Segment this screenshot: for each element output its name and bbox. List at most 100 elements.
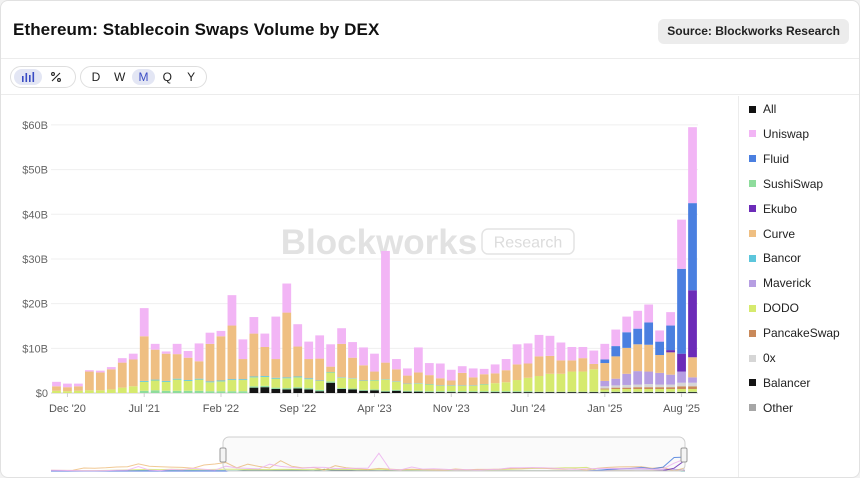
bar-segment-uniswap[interactable] <box>117 358 127 363</box>
bar-column[interactable] <box>337 328 346 393</box>
bar-segment-sushiswap[interactable] <box>337 388 346 389</box>
bar-segment-dodo[interactable] <box>677 388 686 392</box>
bar-segment-dodo[interactable] <box>644 388 654 392</box>
bar-segment-curve[interactable] <box>337 343 346 378</box>
bar-column[interactable] <box>567 346 577 393</box>
bar-segment-curve[interactable] <box>304 359 314 379</box>
bar-column[interactable] <box>128 353 138 393</box>
bar-segment-uniswap[interactable] <box>435 363 445 379</box>
bar-segment-dodo[interactable] <box>227 380 237 392</box>
bar-segment-uniswap[interactable] <box>260 333 270 347</box>
bar-segment-sushiswap[interactable] <box>479 391 489 393</box>
bar-segment-fluid[interactable] <box>655 341 664 356</box>
bar-segment-bancor[interactable] <box>271 377 281 379</box>
bar-segment-uniswap[interactable] <box>370 353 379 372</box>
bar-segment-balancer[interactable] <box>403 391 412 393</box>
bar-column[interactable] <box>106 367 116 393</box>
bar-segment-curve[interactable] <box>633 344 643 372</box>
bar-segment-curve[interactable] <box>227 325 237 380</box>
bar-column[interactable] <box>457 366 467 393</box>
bar-segment-maverick[interactable] <box>633 371 643 385</box>
bar-segment-bancor[interactable] <box>249 376 259 378</box>
bar-column[interactable] <box>655 330 664 393</box>
bar-segment-maverick[interactable] <box>655 372 664 385</box>
bar-segment-dodo[interactable] <box>666 388 675 392</box>
bar-segment-balancer[interactable] <box>381 391 390 393</box>
bar-segment-uniswap[interactable] <box>666 312 675 326</box>
bar-segment-balancer[interactable] <box>413 391 423 393</box>
bar-segment-dodo[interactable] <box>304 379 314 389</box>
bar-segment-dodo[interactable] <box>74 390 83 393</box>
bar-column[interactable] <box>117 358 127 393</box>
bar-segment-curve[interactable] <box>359 365 368 381</box>
bar-segment-dodo[interactable] <box>172 379 182 391</box>
bar-segment-curve[interactable] <box>183 357 193 381</box>
bar-segment-curve[interactable] <box>644 344 654 372</box>
bar-segment-curve[interactable] <box>490 373 500 384</box>
bar-column[interactable] <box>578 346 588 393</box>
bar-segment-uniswap[interactable] <box>326 344 336 367</box>
bar-column[interactable] <box>172 343 182 393</box>
bar-segment-uniswap[interactable] <box>304 341 314 360</box>
bar-segment-balancer[interactable] <box>260 387 270 393</box>
bar-segment-0x[interactable] <box>655 384 664 388</box>
navigator-window[interactable] <box>222 436 686 472</box>
bar-segment-dodo[interactable] <box>435 385 445 392</box>
legend-item-all[interactable]: All <box>749 101 776 117</box>
bar-segment-sushiswap[interactable] <box>457 391 467 393</box>
bar-column[interactable] <box>326 344 336 393</box>
bar-segment-dodo[interactable] <box>578 371 588 392</box>
bar-segment-maverick[interactable] <box>677 371 686 383</box>
bar-segment-pancakeswap[interactable] <box>677 386 686 389</box>
bar-column[interactable] <box>293 324 303 393</box>
bar-segment-curve[interactable] <box>600 363 610 381</box>
bar-column[interactable] <box>479 368 489 393</box>
bar-column[interactable] <box>260 333 270 393</box>
bar-segment-bancor[interactable] <box>282 377 292 379</box>
bar-segment-pancakeswap[interactable] <box>655 387 664 389</box>
bar-column[interactable] <box>238 339 248 393</box>
bar-segment-curve[interactable] <box>424 375 434 385</box>
bar-column[interactable] <box>315 335 325 393</box>
bar-segment-curve[interactable] <box>578 358 588 372</box>
bar-segment-sushiswap[interactable] <box>249 386 259 388</box>
bar-segment-balancer[interactable] <box>271 388 281 393</box>
bar-segment-sushiswap[interactable] <box>293 387 303 389</box>
bar-segment-balancer[interactable] <box>534 392 544 393</box>
bar-segment-balancer[interactable] <box>600 392 610 393</box>
bar-column[interactable] <box>52 381 61 393</box>
bar-column[interactable] <box>468 368 478 393</box>
bar-segment-bancor[interactable] <box>150 379 160 381</box>
bar-segment-uniswap[interactable] <box>534 334 544 357</box>
bar-segment-fluid[interactable] <box>688 203 697 291</box>
bar-segment-curve[interactable] <box>534 356 544 377</box>
bar-segment-curve[interactable] <box>150 349 160 380</box>
bar-segment-dodo[interactable] <box>413 383 423 391</box>
bar-segment-dodo[interactable] <box>457 385 467 392</box>
bar-segment-sushiswap[interactable] <box>260 385 270 388</box>
bar-segment-dodo[interactable] <box>293 377 303 388</box>
bar-segment-curve[interactable] <box>622 347 632 374</box>
bar-segment-uniswap[interactable] <box>139 308 149 337</box>
bar-segment-uniswap[interactable] <box>172 343 182 355</box>
bar-segment-pancakeswap[interactable] <box>688 386 697 389</box>
bar-segment-balancer[interactable] <box>589 392 599 393</box>
bar-column[interactable] <box>435 363 445 393</box>
bar-segment-uniswap[interactable] <box>468 368 478 378</box>
bar-segment-curve[interactable] <box>63 387 72 392</box>
bar-segment-dodo[interactable] <box>545 373 555 392</box>
bar-segment-curve[interactable] <box>260 346 270 377</box>
bar-segment-uniswap[interactable] <box>315 335 325 359</box>
bar-segment-uniswap[interactable] <box>282 283 292 313</box>
bar-segment-dodo[interactable] <box>282 378 292 389</box>
bar-column[interactable] <box>622 316 632 393</box>
bar-segment-sushiswap[interactable] <box>238 391 248 393</box>
bar-segment-uniswap[interactable] <box>161 351 171 354</box>
bar-segment-balancer[interactable] <box>490 392 500 393</box>
bar-segment-curve[interactable] <box>216 336 226 381</box>
bar-column[interactable] <box>490 364 500 393</box>
bar-segment-pancakeswap[interactable] <box>600 388 610 390</box>
period-quarter-button[interactable]: Q <box>162 70 172 84</box>
bar-segment-pancakeswap[interactable] <box>633 387 643 389</box>
bar-segment-curve[interactable] <box>348 357 357 379</box>
